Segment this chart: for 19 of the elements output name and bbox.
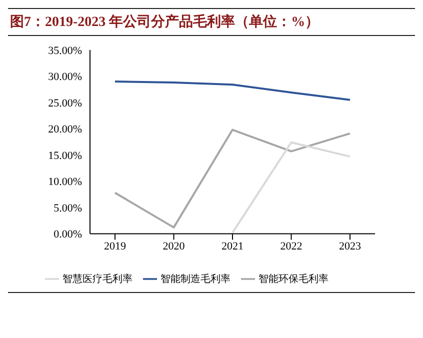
y-tick-label: 35.00% [48,44,82,57]
y-tick-label: 15.00% [48,150,82,162]
legend-label: 智能制造毛利率 [160,274,230,285]
x-tick-label: 2021 [222,240,244,253]
chart-title: 图7：2019-2023 年公司分产品毛利率（单位：%） [8,8,415,36]
y-tick-label: 30.00% [48,71,82,84]
legend-label: 智慧医疗毛利率 [62,274,132,285]
y-tick-label: 20.00% [48,124,82,136]
line-series [114,80,351,101]
y-tick-label: 5.00% [54,202,82,214]
x-tick-label: 2020 [162,240,186,253]
line-series [114,128,351,228]
x-tick-label: 2022 [280,240,302,253]
y-tick-label: 0.00% [54,228,82,241]
y-tick-label: 10.00% [48,176,82,188]
x-tick-label: 2019 [104,240,126,253]
legend-label: 智能环保毛利率 [258,274,328,285]
x-tick-label: 2023 [339,240,362,253]
y-tick-label: 25.00% [48,97,82,110]
